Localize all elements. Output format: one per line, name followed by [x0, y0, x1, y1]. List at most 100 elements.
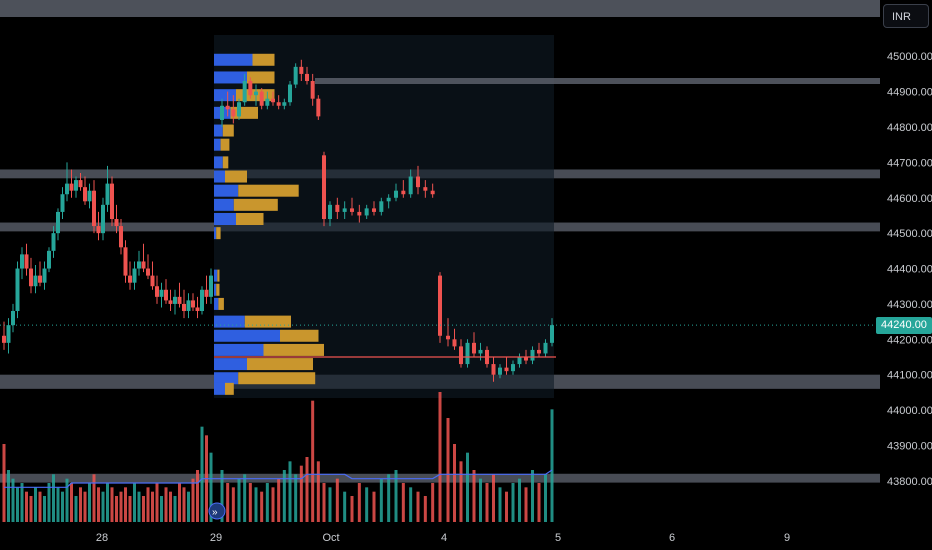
profile-buy-14: [214, 297, 219, 310]
candle-body-43: [195, 307, 200, 311]
volume-bar-46: [209, 452, 213, 522]
candle-body-77: [408, 176, 413, 195]
volume-bar-27: [124, 487, 127, 522]
profile-sell-6: [222, 156, 229, 169]
profile-buy-4: [214, 124, 223, 137]
candle-body-92: [511, 364, 515, 372]
volume-bar-10: [47, 483, 51, 522]
candle-body-41: [186, 300, 191, 311]
candle-body-82: [446, 335, 450, 340]
candle-body-0: [2, 335, 6, 343]
profile-buy-8: [214, 184, 239, 197]
candle-body-35: [159, 289, 164, 297]
volume-bar-66: [328, 487, 332, 522]
volume-bar-3: [16, 487, 19, 522]
price-axis: 45000.00 44900.00 44800.00 44700.00 44600.00…: [887, 51, 932, 488]
profile-sell-9: [233, 198, 278, 211]
candle-body-96: [537, 349, 541, 354]
candle-body-58: [282, 102, 287, 106]
volume-bar-85: [466, 452, 469, 522]
volume-bar-9: [43, 496, 46, 522]
top-band: [0, 0, 880, 17]
time-tick-2: Oct: [322, 532, 339, 544]
volume-bar-82: [446, 418, 450, 522]
profile-buy-18: [214, 358, 247, 371]
candle-body-90: [498, 367, 502, 375]
volume-bar-25: [115, 496, 118, 522]
candle-body-85: [465, 342, 470, 365]
candle-body-47: [220, 105, 224, 120]
volume-bar-12: [56, 487, 60, 522]
volume-bar-52: [248, 483, 252, 522]
candle-body-94: [524, 357, 528, 361]
candle-body-31: [141, 261, 146, 269]
volume-bar-30: [137, 491, 141, 522]
volume-bar-19: [88, 483, 91, 522]
volume-bar-53: [254, 487, 258, 522]
candle-body-56: [271, 98, 275, 103]
candle-body-61: [299, 66, 304, 74]
volume-bar-68: [343, 491, 347, 522]
candle-body-33: [150, 275, 155, 287]
volume-bar-38: [173, 496, 177, 522]
candle-body-60: [293, 66, 298, 85]
profile-sell-18: [247, 358, 313, 371]
volume-bar-74: [387, 474, 391, 522]
candle-body-20: [92, 190, 96, 227]
volume-bar-88: [485, 483, 489, 522]
candle-body-97: [543, 342, 548, 354]
expand-icon-glyph: »: [212, 507, 218, 518]
candle-body-29: [132, 268, 137, 283]
volume-bar-36: [164, 487, 168, 522]
time-tick-6: 9: [784, 532, 790, 544]
profile-buy-17: [214, 343, 264, 356]
time-tick-3: 4: [441, 532, 447, 544]
candle-body-37: [168, 300, 173, 304]
volume-bar-2: [11, 478, 15, 522]
volume-bar-80: [431, 483, 435, 522]
volume-bar-33: [151, 491, 154, 522]
volume-bar-83: [453, 444, 456, 522]
price-tick-7: 44300.00: [887, 299, 932, 311]
price-tick-4: 44600.00: [887, 193, 932, 205]
candle-body-6: [29, 268, 33, 287]
profile-sell-14: [218, 297, 224, 310]
volume-bar-21: [97, 487, 100, 522]
volume-bar-6: [29, 496, 33, 522]
volume-bar-7: [34, 487, 37, 522]
volume-bar-69: [350, 496, 354, 522]
volume-bar-16: [74, 496, 78, 522]
volume-bars: »: [2, 392, 554, 522]
profile-buy-0: [214, 53, 253, 66]
price-tick-6: 44400.00: [887, 264, 932, 276]
currency-selector[interactable]: INR: [883, 4, 929, 28]
price-tick-8: 44200.00: [887, 334, 932, 346]
profile-sell-0: [252, 53, 275, 66]
candle-body-28: [128, 275, 132, 283]
candle-body-55: [265, 98, 270, 106]
volume-bar-51: [243, 474, 247, 522]
candle-body-78: [416, 176, 420, 188]
volume-bar-29: [133, 483, 136, 522]
profile-buy-19: [214, 372, 239, 385]
volume-bar-92: [511, 483, 515, 522]
volume-bar-50: [237, 478, 241, 522]
candle-body-71: [364, 208, 369, 216]
volume-bar-32: [146, 487, 150, 522]
volume-bar-61: [299, 465, 303, 522]
profile-buy-13: [214, 283, 217, 296]
price-tick-10: 44000.00: [887, 405, 932, 417]
candle-body-17: [78, 180, 83, 188]
profile-buy-11: [214, 227, 217, 240]
candle-body-62: [305, 73, 309, 81]
volume-bar-64: [316, 461, 320, 522]
volume-bar-48: [226, 483, 230, 522]
candle-body-12: [56, 211, 60, 234]
candle-body-36: [164, 289, 168, 301]
currency-label: INR: [892, 11, 911, 23]
candle-body-40: [182, 303, 186, 311]
volume-bar-1: [7, 470, 10, 522]
candle-body-84: [459, 346, 463, 365]
candle-body-79: [423, 187, 428, 191]
